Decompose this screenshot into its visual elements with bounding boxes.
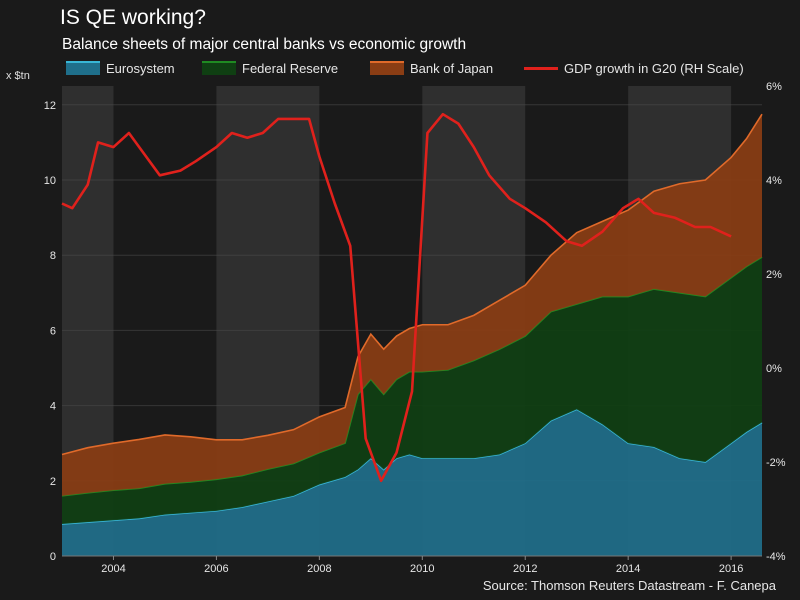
line-gdp-growth — [61, 112, 732, 483]
y-left-tick-label-0: 0 — [50, 551, 56, 563]
legend-swatch-gdp — [524, 66, 558, 70]
area-edge-bank-of-japan — [61, 113, 763, 456]
y-left-tick-label-10: 10 — [44, 175, 56, 187]
x-tick-label-2004: 2004 — [101, 563, 125, 575]
y-right-tick-label-2%: 2% — [766, 269, 782, 281]
y-left-tick-label-4: 4 — [50, 401, 56, 413]
chart-subtitle: Balance sheets of major central banks vs… — [62, 36, 467, 53]
area-bank-of-japan — [62, 114, 762, 496]
x-tick-label-2010: 2010 — [410, 563, 434, 575]
y-left-tick-label-8: 8 — [50, 250, 56, 262]
legend-item-fed: Federal Reserve — [202, 59, 338, 77]
legend-swatch-fed — [202, 61, 236, 75]
legend-item-gdp: GDP growth in G20 (RH Scale) — [524, 59, 744, 77]
legend-label-gdp: GDP growth in G20 (RH Scale) — [564, 60, 744, 76]
y-right-tick-label--2%: -2% — [766, 457, 786, 469]
y-left-tick-label-12: 12 — [44, 100, 56, 112]
x-tick-label-2006: 2006 — [204, 563, 228, 575]
legend-item-eurosystem: Eurosystem — [66, 59, 175, 77]
y-left-tick-label-2: 2 — [50, 476, 56, 488]
legend-label-boj: Bank of Japan — [410, 60, 494, 76]
y-right-tick-label-0%: 0% — [766, 363, 782, 375]
y-left-tick-label-6: 6 — [50, 325, 56, 337]
area-eurosystem — [62, 409, 762, 556]
x-tick-label-2012: 2012 — [513, 563, 537, 575]
legend-swatch-eurosystem — [66, 61, 100, 75]
y-right-tick-label--4%: -4% — [766, 551, 786, 563]
source-credit: Source: Thomson Reuters Datastream - F. … — [482, 578, 776, 593]
x-tick-label-2014: 2014 — [616, 563, 640, 575]
legend-label-eurosystem: Eurosystem — [106, 60, 175, 76]
legend: Eurosystem Federal Reserve Bank of Japan… — [0, 59, 800, 77]
legend-label-fed: Federal Reserve — [242, 60, 339, 76]
legend-item-boj: Bank of Japan — [370, 59, 493, 77]
y-axis-unit-label: x $tn — [6, 70, 30, 82]
y-right-tick-label-6%: 6% — [766, 81, 782, 93]
chart-title: IS QE working? — [60, 6, 206, 29]
x-tick-label-2016: 2016 — [719, 563, 743, 575]
x-tick-label-2008: 2008 — [307, 563, 331, 575]
y-right-tick-label-4%: 4% — [766, 175, 782, 187]
legend-swatch-boj — [370, 61, 404, 75]
